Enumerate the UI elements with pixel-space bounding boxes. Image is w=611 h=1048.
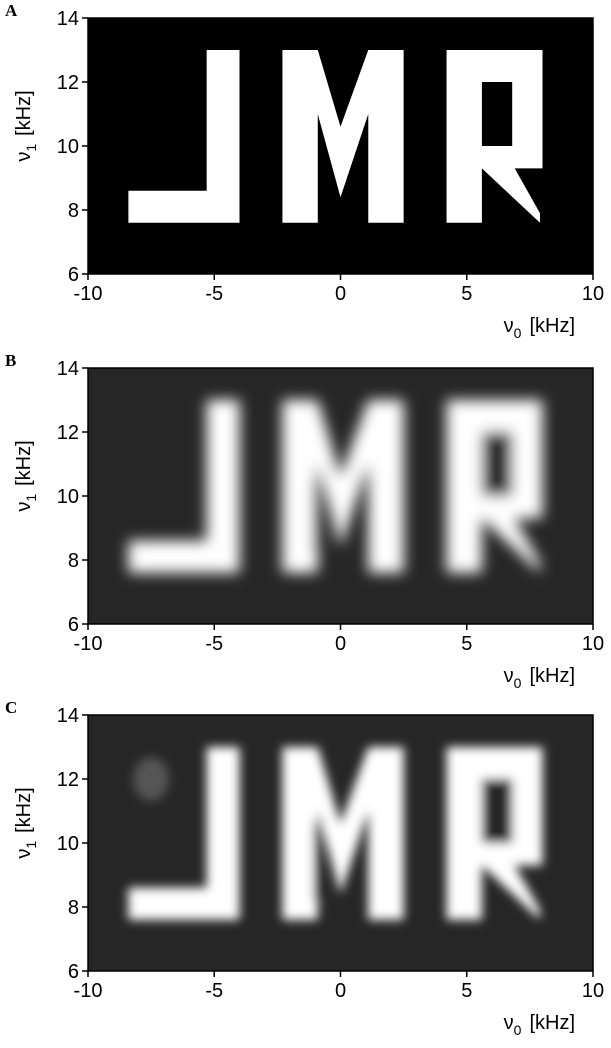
label-unit: [kHz] <box>13 787 35 833</box>
y-tick-label: 14 <box>57 358 79 380</box>
x-tick-label: -10 <box>74 283 103 305</box>
x-tick-label: 5 <box>461 980 472 1002</box>
letter-hole <box>481 779 513 843</box>
label-subscript: 0 <box>514 675 522 691</box>
label-unit: [kHz] <box>529 1012 575 1034</box>
letter-shape <box>282 50 404 223</box>
y-tick-label: 8 <box>68 897 79 919</box>
label-subscript: 0 <box>514 325 522 341</box>
y-tick-label: 6 <box>68 961 79 983</box>
letters <box>128 400 543 573</box>
x-tick-label: 0 <box>335 283 346 305</box>
x-tick-label: -10 <box>74 980 103 1002</box>
letter-shape <box>282 747 404 920</box>
x-tick-label: -5 <box>205 633 223 655</box>
x-tick-label: 0 <box>335 633 346 655</box>
y-axis-label: ν1 [kHz] <box>13 90 39 161</box>
letter-shape <box>128 747 240 920</box>
label-symbol: ν <box>13 849 35 859</box>
y-tick-label: 8 <box>68 200 79 222</box>
y-axis-label: ν1 [kHz] <box>13 787 39 858</box>
y-tick-label: 14 <box>57 8 79 30</box>
x-axis-label: ν0 [kHz] <box>504 1012 575 1038</box>
label-subscript: 1 <box>23 144 39 152</box>
letter-shape <box>128 50 240 223</box>
x-axis-label: ν0 [kHz] <box>504 665 575 691</box>
x-tick-label: 0 <box>335 980 346 1002</box>
letter-shape <box>282 400 404 573</box>
label-subscript: 1 <box>23 841 39 849</box>
x-tick-label: -10 <box>74 633 103 655</box>
panel-label: B <box>5 351 16 370</box>
panel-label: C <box>5 698 17 717</box>
x-tick-label: 5 <box>461 633 472 655</box>
letters <box>128 747 543 920</box>
label-unit: [kHz] <box>13 90 35 136</box>
y-axis-label: ν1 [kHz] <box>13 440 39 511</box>
label-symbol: ν <box>504 315 514 337</box>
x-tick-label: 5 <box>461 283 472 305</box>
y-tick-label: 12 <box>57 769 79 791</box>
letter-gap <box>313 823 322 901</box>
label-symbol: ν <box>504 1012 514 1034</box>
y-tick-label: 12 <box>57 422 79 444</box>
x-tick-label: -5 <box>205 283 223 305</box>
label-unit: [kHz] <box>13 440 35 486</box>
x-tick-label: 10 <box>582 283 604 305</box>
y-tick-label: 10 <box>57 136 79 158</box>
label-unit: [kHz] <box>529 315 575 337</box>
panel-label: A <box>5 1 18 20</box>
y-tick-label: 8 <box>68 550 79 572</box>
letter-gap <box>313 476 322 554</box>
label-symbol: ν <box>13 152 35 162</box>
label-subscript: 1 <box>23 494 39 502</box>
letter-hole <box>481 82 513 146</box>
y-tick-label: 10 <box>57 486 79 508</box>
x-tick-label: 10 <box>582 980 604 1002</box>
label-unit: [kHz] <box>529 665 575 687</box>
y-tick-label: 14 <box>57 705 79 727</box>
label-symbol: ν <box>504 665 514 687</box>
letters <box>128 50 543 223</box>
x-tick-label: -5 <box>205 980 223 1002</box>
artifact <box>133 757 170 801</box>
y-tick-label: 6 <box>68 264 79 286</box>
y-tick-label: 6 <box>68 614 79 636</box>
x-tick-label: 10 <box>582 633 604 655</box>
label-symbol: ν <box>13 502 35 512</box>
y-tick-label: 12 <box>57 72 79 94</box>
y-tick-label: 10 <box>57 833 79 855</box>
x-axis-label: ν0 [kHz] <box>504 315 575 341</box>
letter-shape <box>128 400 240 573</box>
label-subscript: 0 <box>514 1022 522 1038</box>
letter-hole <box>481 432 513 496</box>
